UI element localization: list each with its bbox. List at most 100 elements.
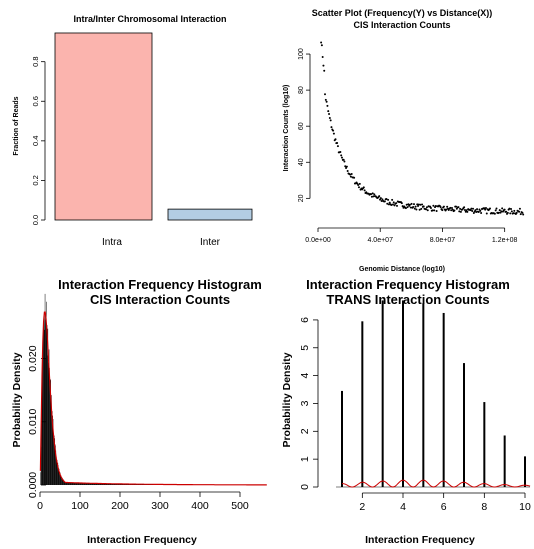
p2-x-tick-label: 4.0e+07 — [367, 237, 393, 244]
p3-histogram-bar — [98, 483, 99, 485]
p2-point — [457, 206, 460, 209]
p3-histogram-bar — [91, 483, 92, 485]
p3-histogram-bar — [67, 482, 69, 485]
p3-histogram-bar — [46, 301, 47, 485]
p2-point — [510, 210, 513, 213]
p2-point — [485, 212, 488, 215]
p3-histogram-bar — [80, 482, 81, 485]
p2-point — [518, 207, 521, 210]
p2-point — [349, 173, 352, 176]
p2-title: Scatter Plot (Frequency(Y) vs Distance(X… — [312, 8, 493, 18]
p3-histogram-bar — [46, 325, 48, 485]
p3-histogram-bar — [65, 482, 67, 485]
p2-point — [518, 210, 521, 213]
p2-point — [395, 202, 398, 205]
p3-histogram-bar — [56, 460, 58, 485]
p3-histogram-bar — [92, 483, 93, 485]
p2-point — [522, 213, 525, 216]
p2-point — [413, 207, 416, 210]
p3-histogram-bar — [93, 483, 94, 485]
p3-histogram-bar — [47, 355, 48, 485]
p2-point — [324, 93, 326, 96]
p3-histogram-bar — [64, 481, 65, 485]
p3-histogram-bar — [102, 483, 103, 485]
p3-histogram-bar — [107, 483, 108, 485]
p1-category-label: Inter — [200, 237, 221, 248]
p3-histogram-bar — [70, 482, 72, 485]
p2-point — [484, 207, 487, 210]
p3-histogram-bar — [49, 367, 50, 485]
p2-point — [433, 209, 436, 212]
p3-histogram-bar — [40, 472, 41, 485]
p2-axes: 0.0e+00 4.0e+07 8.0e+07 1.2e+08 20 40 60 80 100 — [298, 48, 518, 244]
p3-histogram-bar — [51, 395, 52, 485]
p1-ylabel: Fraction of Reads — [13, 96, 20, 155]
p2-point — [459, 210, 462, 213]
p2-point — [505, 210, 508, 213]
p2-point — [390, 203, 393, 206]
p3-histogram-bar — [83, 482, 84, 485]
p2-point — [472, 207, 475, 210]
p2-point — [494, 209, 497, 212]
p2-point — [328, 113, 331, 116]
p2-point — [373, 193, 376, 196]
p3-histogram-bar — [42, 357, 43, 485]
p2-point — [447, 208, 450, 211]
p2-point — [332, 129, 335, 132]
p3-histogram-bar — [74, 482, 75, 485]
p2-point — [429, 206, 432, 209]
p3-axes: 0 100 200 300 400 500 0.000 0.010 0.020 — [27, 345, 249, 512]
p3-histogram-bar — [71, 482, 73, 485]
p2-point — [479, 209, 482, 212]
p3-ylabel: Probability Density — [11, 352, 23, 447]
p3-histogram-bar — [47, 328, 49, 485]
panel-trans-histogram: Interaction Frequency Histogram TRANS In… — [281, 277, 531, 546]
p4-histogram-bar — [503, 435, 506, 487]
p2-point — [378, 195, 381, 198]
p2-point — [357, 184, 360, 187]
p3-histogram-bar — [88, 483, 90, 485]
p2-y-tick-label: 40 — [298, 158, 305, 166]
p3-histogram-bar — [106, 483, 107, 485]
p2-point — [391, 198, 394, 201]
p2-point — [342, 158, 345, 161]
p3-histogram-bar — [103, 483, 104, 485]
p2-point — [353, 176, 356, 179]
p3-histogram-bar — [71, 482, 72, 485]
p3-histogram-bar — [101, 483, 103, 485]
p3-histogram-bar — [89, 483, 90, 485]
p3-histogram-bar — [59, 472, 61, 485]
p3-histogram-bar — [92, 483, 93, 485]
p3-histogram-bar — [95, 483, 97, 485]
p2-point — [519, 213, 522, 216]
p2-point — [466, 210, 469, 213]
p3-y-tick-label: 0.010 — [27, 408, 39, 434]
p3-histogram-bar — [88, 483, 89, 485]
p2-point — [358, 182, 361, 185]
p3-histogram-bar — [57, 465, 58, 485]
p3-histogram-bar — [104, 483, 105, 485]
p3-histogram-bar — [86, 482, 87, 485]
p3-histogram-bar — [90, 483, 92, 485]
p3-title: Interaction Frequency Histogram — [58, 277, 262, 292]
p2-point — [515, 211, 518, 214]
p2-point — [386, 202, 389, 205]
p3-histogram-bar — [94, 483, 96, 485]
p2-point — [328, 116, 331, 119]
p3-histogram-bar — [68, 482, 70, 485]
p3-histogram-bar — [62, 478, 63, 485]
p3-histogram-bar — [107, 483, 109, 485]
p3-histogram-bar — [95, 483, 96, 485]
p3-histogram-bar — [103, 483, 105, 485]
p2-point — [405, 203, 408, 206]
p2-point — [434, 205, 437, 208]
p3-histogram-bar — [64, 481, 65, 485]
p2-point — [421, 203, 424, 206]
p3-histogram-bar — [68, 482, 69, 485]
p1-bar-intra — [54, 32, 153, 221]
p2-point — [489, 207, 492, 210]
p3-histogram-bar — [52, 411, 53, 485]
p2-point — [426, 209, 429, 212]
p2-point — [442, 205, 445, 208]
